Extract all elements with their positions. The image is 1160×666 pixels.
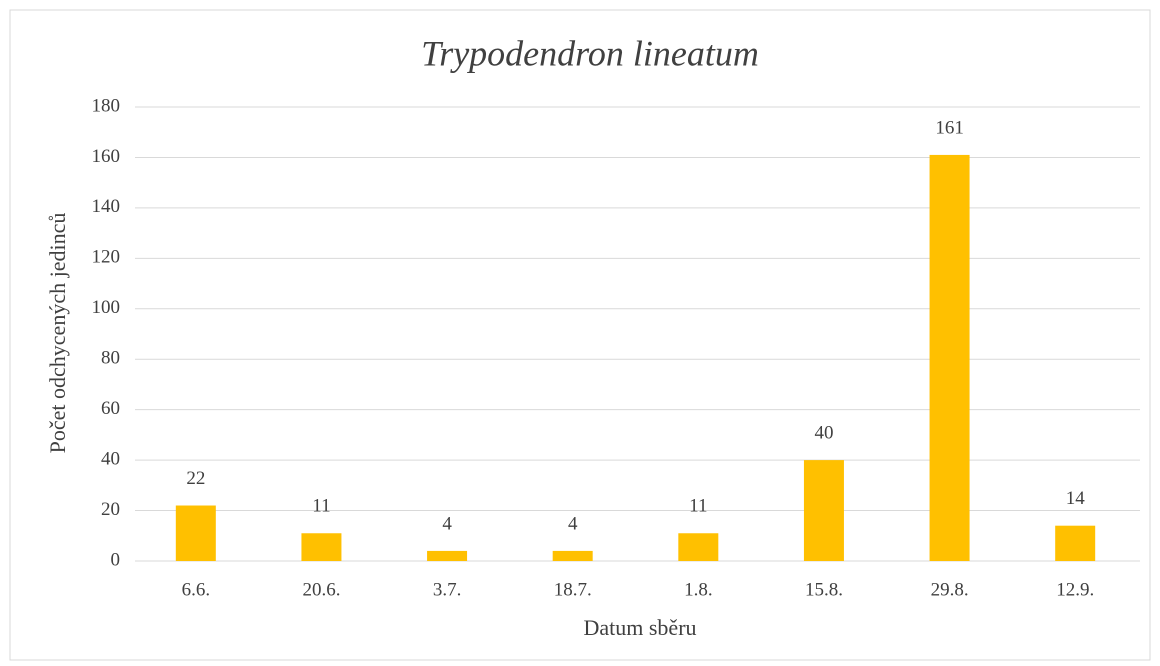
y-tick-label: 140 (92, 196, 121, 217)
bar (175, 505, 216, 561)
x-tick-label: 29.8. (931, 579, 969, 600)
data-label: 14 (1066, 488, 1086, 509)
bar (929, 154, 970, 561)
x-tick-label: 20.6. (302, 579, 340, 600)
bar (552, 550, 593, 561)
x-tick-label: 15.8. (805, 579, 843, 600)
bar (1055, 525, 1096, 561)
y-axis-label: Počet odchycených jedinců (45, 213, 70, 454)
data-label: 4 (442, 513, 452, 534)
y-tick-label: 20 (101, 499, 120, 520)
x-tick-label: 1.8. (684, 579, 713, 600)
x-tick-label: 18.7. (554, 579, 592, 600)
data-label: 22 (186, 468, 205, 489)
data-label: 11 (689, 496, 707, 517)
y-tick-label: 180 (92, 95, 121, 116)
y-tick-label: 0 (111, 549, 121, 570)
data-label: 161 (935, 117, 964, 138)
data-label: 11 (312, 496, 330, 517)
bar (427, 550, 468, 561)
data-label: 40 (814, 422, 833, 443)
y-tick-label: 160 (92, 146, 121, 167)
bar (301, 533, 342, 561)
y-tick-label: 40 (101, 448, 120, 469)
y-tick-label: 100 (92, 297, 121, 318)
y-tick-label: 120 (92, 247, 121, 268)
y-tick-label: 60 (101, 398, 120, 419)
x-axis-label: Datum sběru (583, 615, 696, 640)
bar (803, 460, 844, 561)
data-label: 4 (568, 513, 578, 534)
y-tick-label: 80 (101, 348, 120, 369)
bar (678, 533, 719, 561)
x-tick-label: 6.6. (182, 579, 211, 600)
x-tick-label: 12.9. (1056, 579, 1094, 600)
chart-title: Trypodendron lineatum (421, 33, 759, 73)
x-tick-label: 3.7. (433, 579, 462, 600)
